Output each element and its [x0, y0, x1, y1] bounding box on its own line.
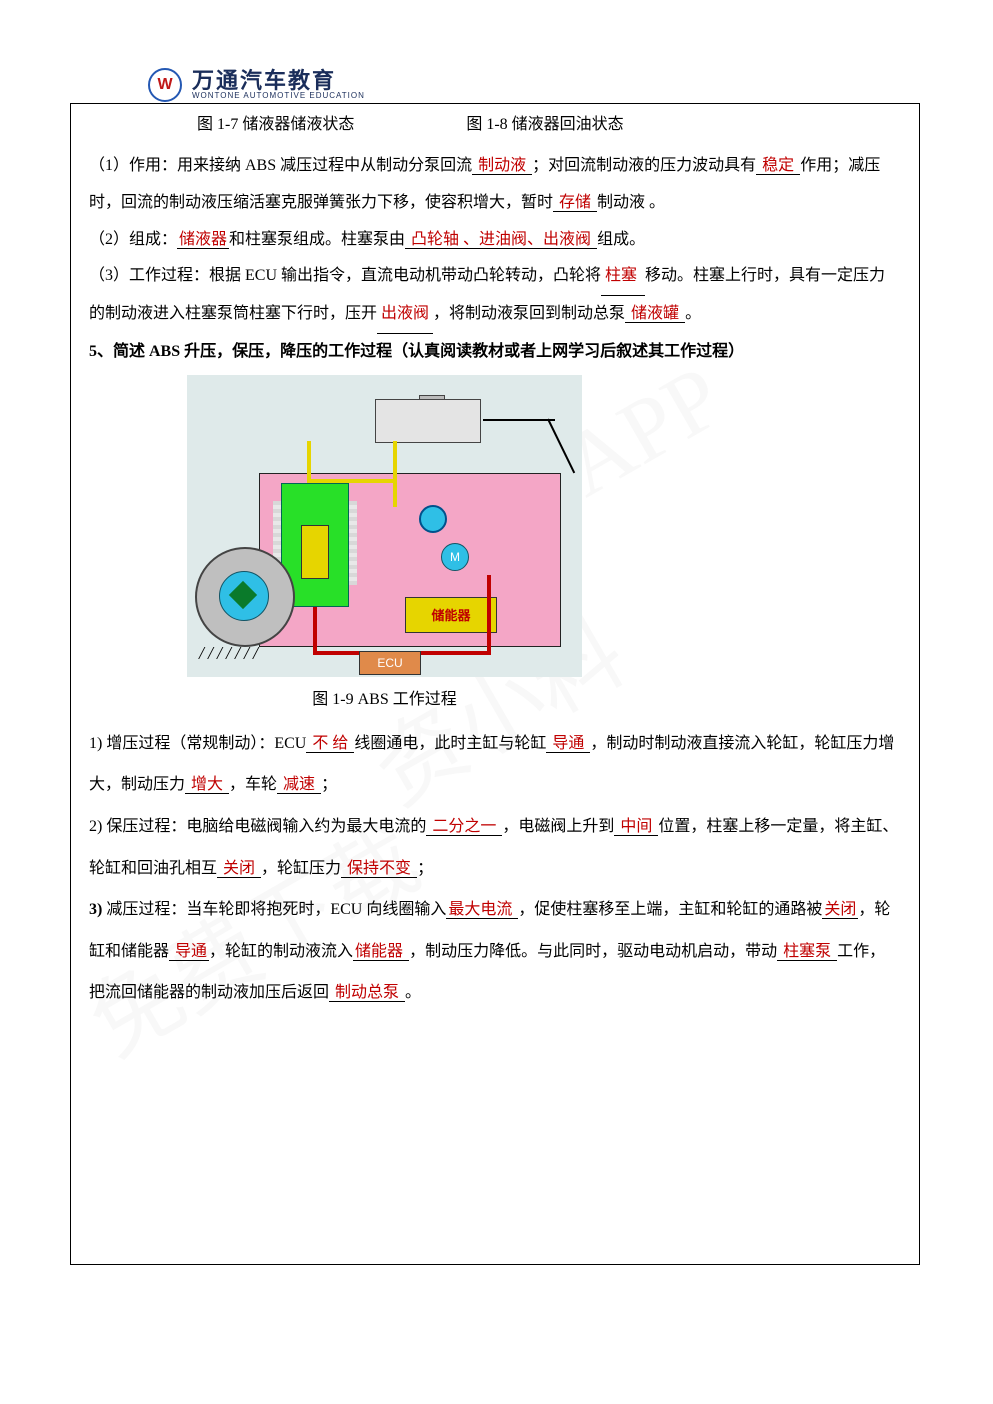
blank: 柱塞: [601, 258, 645, 296]
para-3: （3）工作过程：根据 ECU 输出指令，直流电动机带动凸轮转动，凸轮将 柱塞 移…: [89, 258, 901, 334]
ecu-label: ECU: [359, 651, 421, 675]
text: ，轮缸的制动液流入: [209, 943, 353, 960]
lead: 2): [89, 818, 106, 835]
text: ；: [321, 776, 337, 793]
pipe: [307, 441, 311, 483]
answer: 柱塞: [603, 267, 639, 284]
caption-1-8: 图 1-8 储液器回油状态: [466, 110, 623, 134]
answer: 制动总泵: [329, 984, 405, 1002]
ground-hatch: ///////: [199, 643, 262, 664]
para-1: （1）作用：用来接纳 ABS 减压过程中从制动分泵回流 制动液 ；对回流制动液的…: [89, 148, 901, 222]
text: （1）作用：用来接纳 ABS 减压过程中从制动分泵回流: [89, 157, 472, 174]
figure-caption-row: 图 1-7 储液器储液状态 图 1-8 储液器回油状态: [89, 110, 901, 134]
lead: 1): [89, 735, 106, 752]
text: ，电磁阀上升到: [502, 818, 614, 835]
text: （2）组成：: [89, 231, 177, 248]
answer: 不 给: [306, 735, 354, 753]
pedal-lever: [547, 418, 575, 473]
answer: 储液器: [177, 231, 229, 249]
text: 。: [405, 984, 421, 1001]
answer: 关闭: [217, 860, 261, 878]
text: 制动液 。: [597, 194, 665, 211]
blank: 出液阀: [377, 296, 433, 334]
caption-1-9: 图 1-9 ABS 工作过程: [187, 685, 582, 709]
answer: 增大: [185, 776, 229, 794]
lead: 3): [89, 901, 106, 918]
answer: 出液阀: [379, 305, 431, 322]
text: ，制动压力降低。与此同时，驱动电动机启动，带动: [409, 943, 777, 960]
valve-core: [301, 525, 329, 579]
answer: 关闭: [822, 901, 858, 919]
caption-1-7: 图 1-7 储液器储液状态: [197, 110, 354, 134]
text: ；: [417, 860, 433, 877]
answer: 存储: [553, 194, 597, 212]
answer: 最大电流: [446, 901, 518, 919]
text: 保压过程：电脑给电磁阀输入约为最大电流的: [106, 818, 426, 835]
text: ；对回流制动液的压力波动具有: [532, 157, 756, 174]
answer: 储液罐: [625, 305, 685, 323]
answer: 凸轮轴 、进油阀、出液阀: [405, 231, 597, 249]
step-1: 1) 增压过程（常规制动）：ECU 不 给 线圈通电，此时主缸与轮缸 导通 ，制…: [89, 723, 901, 806]
brand-logo: W 万通汽车教育 WONTONE AUTOMOTIVE EDUCATION: [148, 68, 365, 102]
text: ，轮缸压力: [261, 860, 341, 877]
answer: 柱塞泵: [777, 943, 837, 961]
answer: 制动液: [472, 157, 532, 175]
accumulator-ball: [419, 505, 447, 533]
answer: 储能器: [353, 943, 409, 961]
answer: 减速: [277, 776, 321, 794]
answer: 保持不变: [341, 860, 417, 878]
wire: [313, 651, 361, 655]
answer: 稳定: [756, 157, 800, 175]
reservoir-label: 储能器: [405, 597, 497, 633]
wire: [487, 575, 491, 609]
answer: 中间: [614, 818, 658, 836]
text: ，车轮: [229, 776, 277, 793]
text: 线圈通电，此时主缸与轮缸: [354, 735, 546, 752]
text: 组成。: [597, 231, 645, 248]
answer: 导通: [546, 735, 590, 753]
wire: [419, 651, 491, 655]
text: 减压过程：当车轮即将抱死时，ECU 向线圈输入: [106, 901, 446, 918]
content-frame: 图 1-7 储液器储液状态 图 1-8 储液器回油状态 （1）作用：用来接纳 A…: [70, 103, 920, 1265]
abs-diagram: M 储能器 ECU /////// 图 1-9 ABS 工作过程: [187, 375, 582, 709]
step-2: 2) 保压过程：电脑给电磁阀输入约为最大电流的 二分之一 ，电磁阀上升到 中间 …: [89, 806, 901, 889]
pedal-rod: [483, 419, 555, 421]
pipe: [393, 479, 397, 507]
answer: 导通: [169, 943, 209, 961]
para-2: （2）组成：储液器和柱塞泵组成。柱塞泵由 凸轮轴 、进油阀、出液阀 组成。: [89, 222, 901, 259]
text: 增压过程（常规制动）：ECU: [106, 735, 306, 752]
text: ，将制动液泵回到制动总泵: [433, 305, 625, 322]
text: ，促使柱塞移至上端，主缸和轮缸的通路被: [518, 901, 822, 918]
text: 和柱塞泵组成。柱塞泵由: [229, 231, 405, 248]
logo-cn: 万通汽车教育: [192, 70, 365, 92]
wire: [313, 607, 317, 653]
pipe: [393, 441, 397, 483]
question-5: 5、简述 ABS 升压，保压，降压的工作过程（认真阅读教材或者上网学习后叙述其工…: [89, 334, 901, 371]
step-3: 3) 减压过程：当车轮即将抱死时，ECU 向线圈输入最大电流 ，促使柱塞移至上端…: [89, 889, 901, 1014]
text: 。: [685, 305, 701, 322]
logo-en: WONTONE AUTOMOTIVE EDUCATION: [192, 92, 365, 100]
text: （3）工作过程：根据 ECU 输出指令，直流电动机带动凸轮转动，凸轮将: [89, 267, 601, 284]
master-cylinder: [375, 399, 481, 443]
motor: M: [441, 543, 469, 571]
logo-icon: W: [148, 68, 182, 102]
wire: [487, 607, 491, 653]
answer: 二分之一: [426, 818, 502, 836]
